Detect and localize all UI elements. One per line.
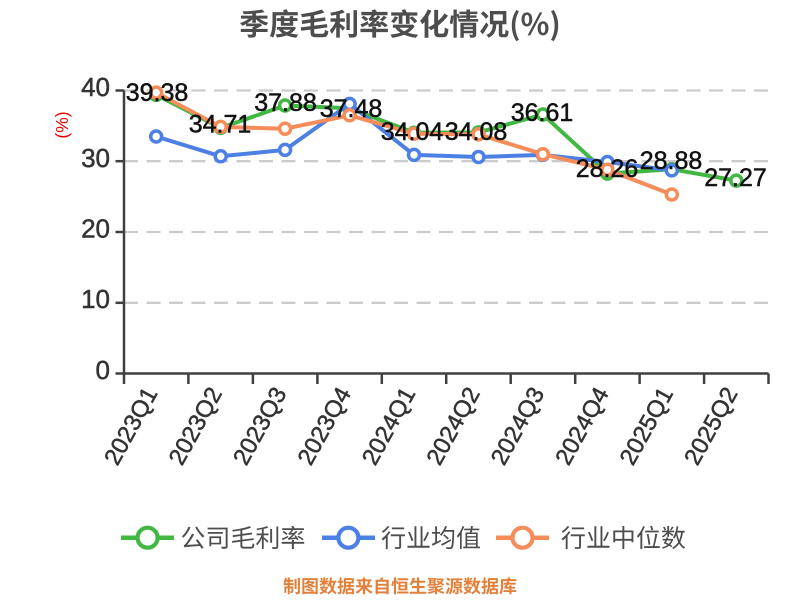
svg-text:39.38: 39.38: [126, 79, 189, 107]
svg-text:0: 0: [96, 355, 110, 385]
svg-text:34.08: 34.08: [445, 118, 508, 146]
svg-text:27.27: 27.27: [704, 164, 767, 192]
svg-text:34.04: 34.04: [381, 118, 444, 146]
svg-text:10: 10: [81, 284, 110, 314]
svg-text:28.26: 28.26: [576, 155, 639, 183]
svg-text:(%): (%): [52, 111, 72, 138]
svg-text:37.48: 37.48: [320, 95, 383, 123]
svg-text:37.88: 37.88: [254, 89, 317, 117]
svg-text:30: 30: [81, 143, 110, 173]
svg-text:36.61: 36.61: [511, 99, 574, 127]
svg-text:20: 20: [81, 214, 110, 244]
svg-text:40: 40: [81, 72, 110, 102]
svg-text:28.88: 28.88: [640, 147, 703, 175]
svg-text:34.71: 34.71: [189, 111, 252, 139]
